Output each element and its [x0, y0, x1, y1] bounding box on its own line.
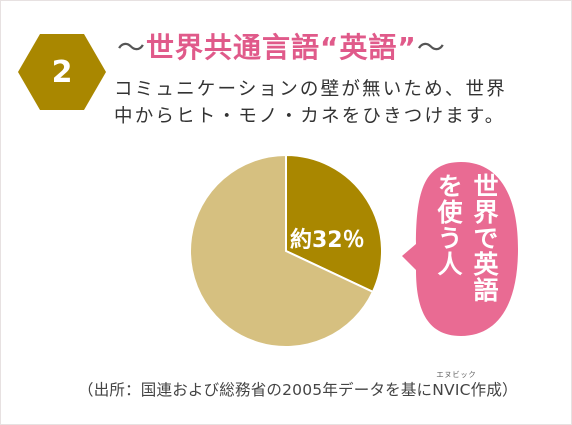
source-org-name: NVIC — [432, 381, 471, 399]
speech-bubble-shape — [402, 162, 518, 336]
pie-slice-0 — [285, 153, 383, 294]
description-line-1: コミュニケーションの壁が無いため、世界 — [114, 79, 507, 100]
pie-slice-label: 約32％ — [290, 228, 365, 253]
speech-bubble — [402, 162, 518, 336]
description-line-2: 中からヒト・モノ・カネをひきつけます。 — [114, 106, 506, 127]
source-suffix: 作成） — [470, 381, 518, 399]
pie-slice-1 — [189, 153, 375, 348]
source-org: エヌビック NVIC — [432, 370, 476, 399]
page-title: 〜世界共通言語“英語”〜 — [117, 26, 446, 66]
hexagon-shape — [18, 34, 106, 110]
title-tilde-left: 〜 — [117, 31, 147, 64]
description: コミュニケーションの壁が無いため、世界 中からヒト・モノ・カネをひきつけます。 — [114, 76, 564, 130]
speech-bubble-text: 世界で英語を使う人 — [434, 173, 499, 303]
badge-number: 2 — [51, 54, 73, 90]
title-tilde-right: 〜 — [416, 31, 446, 64]
title-text: 世界共通言語“英語” — [146, 31, 417, 64]
source-note: （出所：国連および総務省の2005年データを基に エヌビック NVIC作成） — [78, 370, 518, 400]
source-org-ruby: エヌビック — [436, 370, 477, 379]
hexagon-badge — [18, 34, 106, 110]
source-prefix: （出所：国連および総務省の2005年データを基に — [78, 381, 433, 399]
